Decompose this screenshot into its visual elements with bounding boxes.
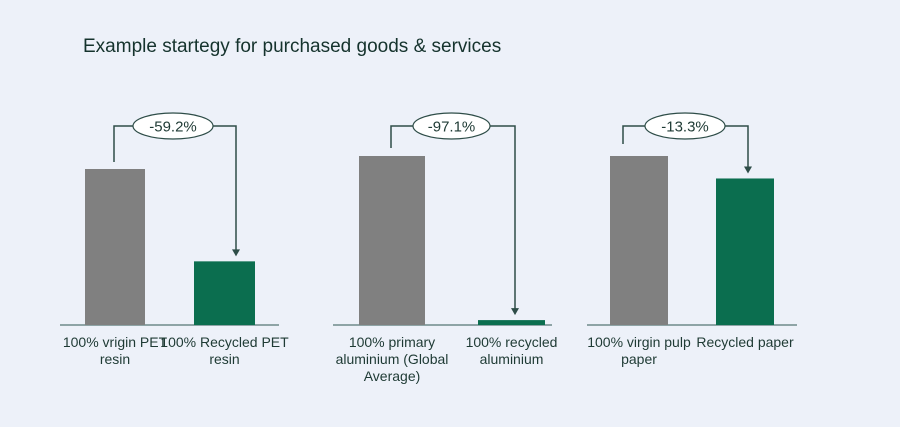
category-label: 100% vrigin PET resin [62,334,168,367]
category-label: 100% virgin pulp paper [587,334,691,367]
bar-recycled [478,320,545,325]
change-label: -13.3% [661,119,709,136]
chart-title: Example startegy for purchased goods & s… [83,36,502,57]
arrow-down-icon [744,166,752,174]
category-label: Recycled paper [696,334,794,350]
category-label: 100% recycled aluminium [465,334,558,367]
change-bracket [113,125,237,252]
bar-virgin [610,156,668,325]
arrow-down-icon [511,308,519,316]
bar-recycled [716,178,774,325]
change-badge [132,112,214,140]
change-label: -97.1% [428,119,476,136]
bar-virgin [359,156,425,325]
change-badge [412,112,491,140]
change-label: -59.2% [149,119,197,136]
category-label: 100% Recycled PET resin [160,334,289,367]
arrow-down-icon [232,249,240,257]
change-bracket [622,125,749,169]
bar-virgin [85,169,145,325]
bar-recycled [194,261,255,325]
category-label: 100% primary aluminium (Global Average) [335,334,449,384]
change-badge [644,112,726,140]
change-bracket [390,125,516,311]
